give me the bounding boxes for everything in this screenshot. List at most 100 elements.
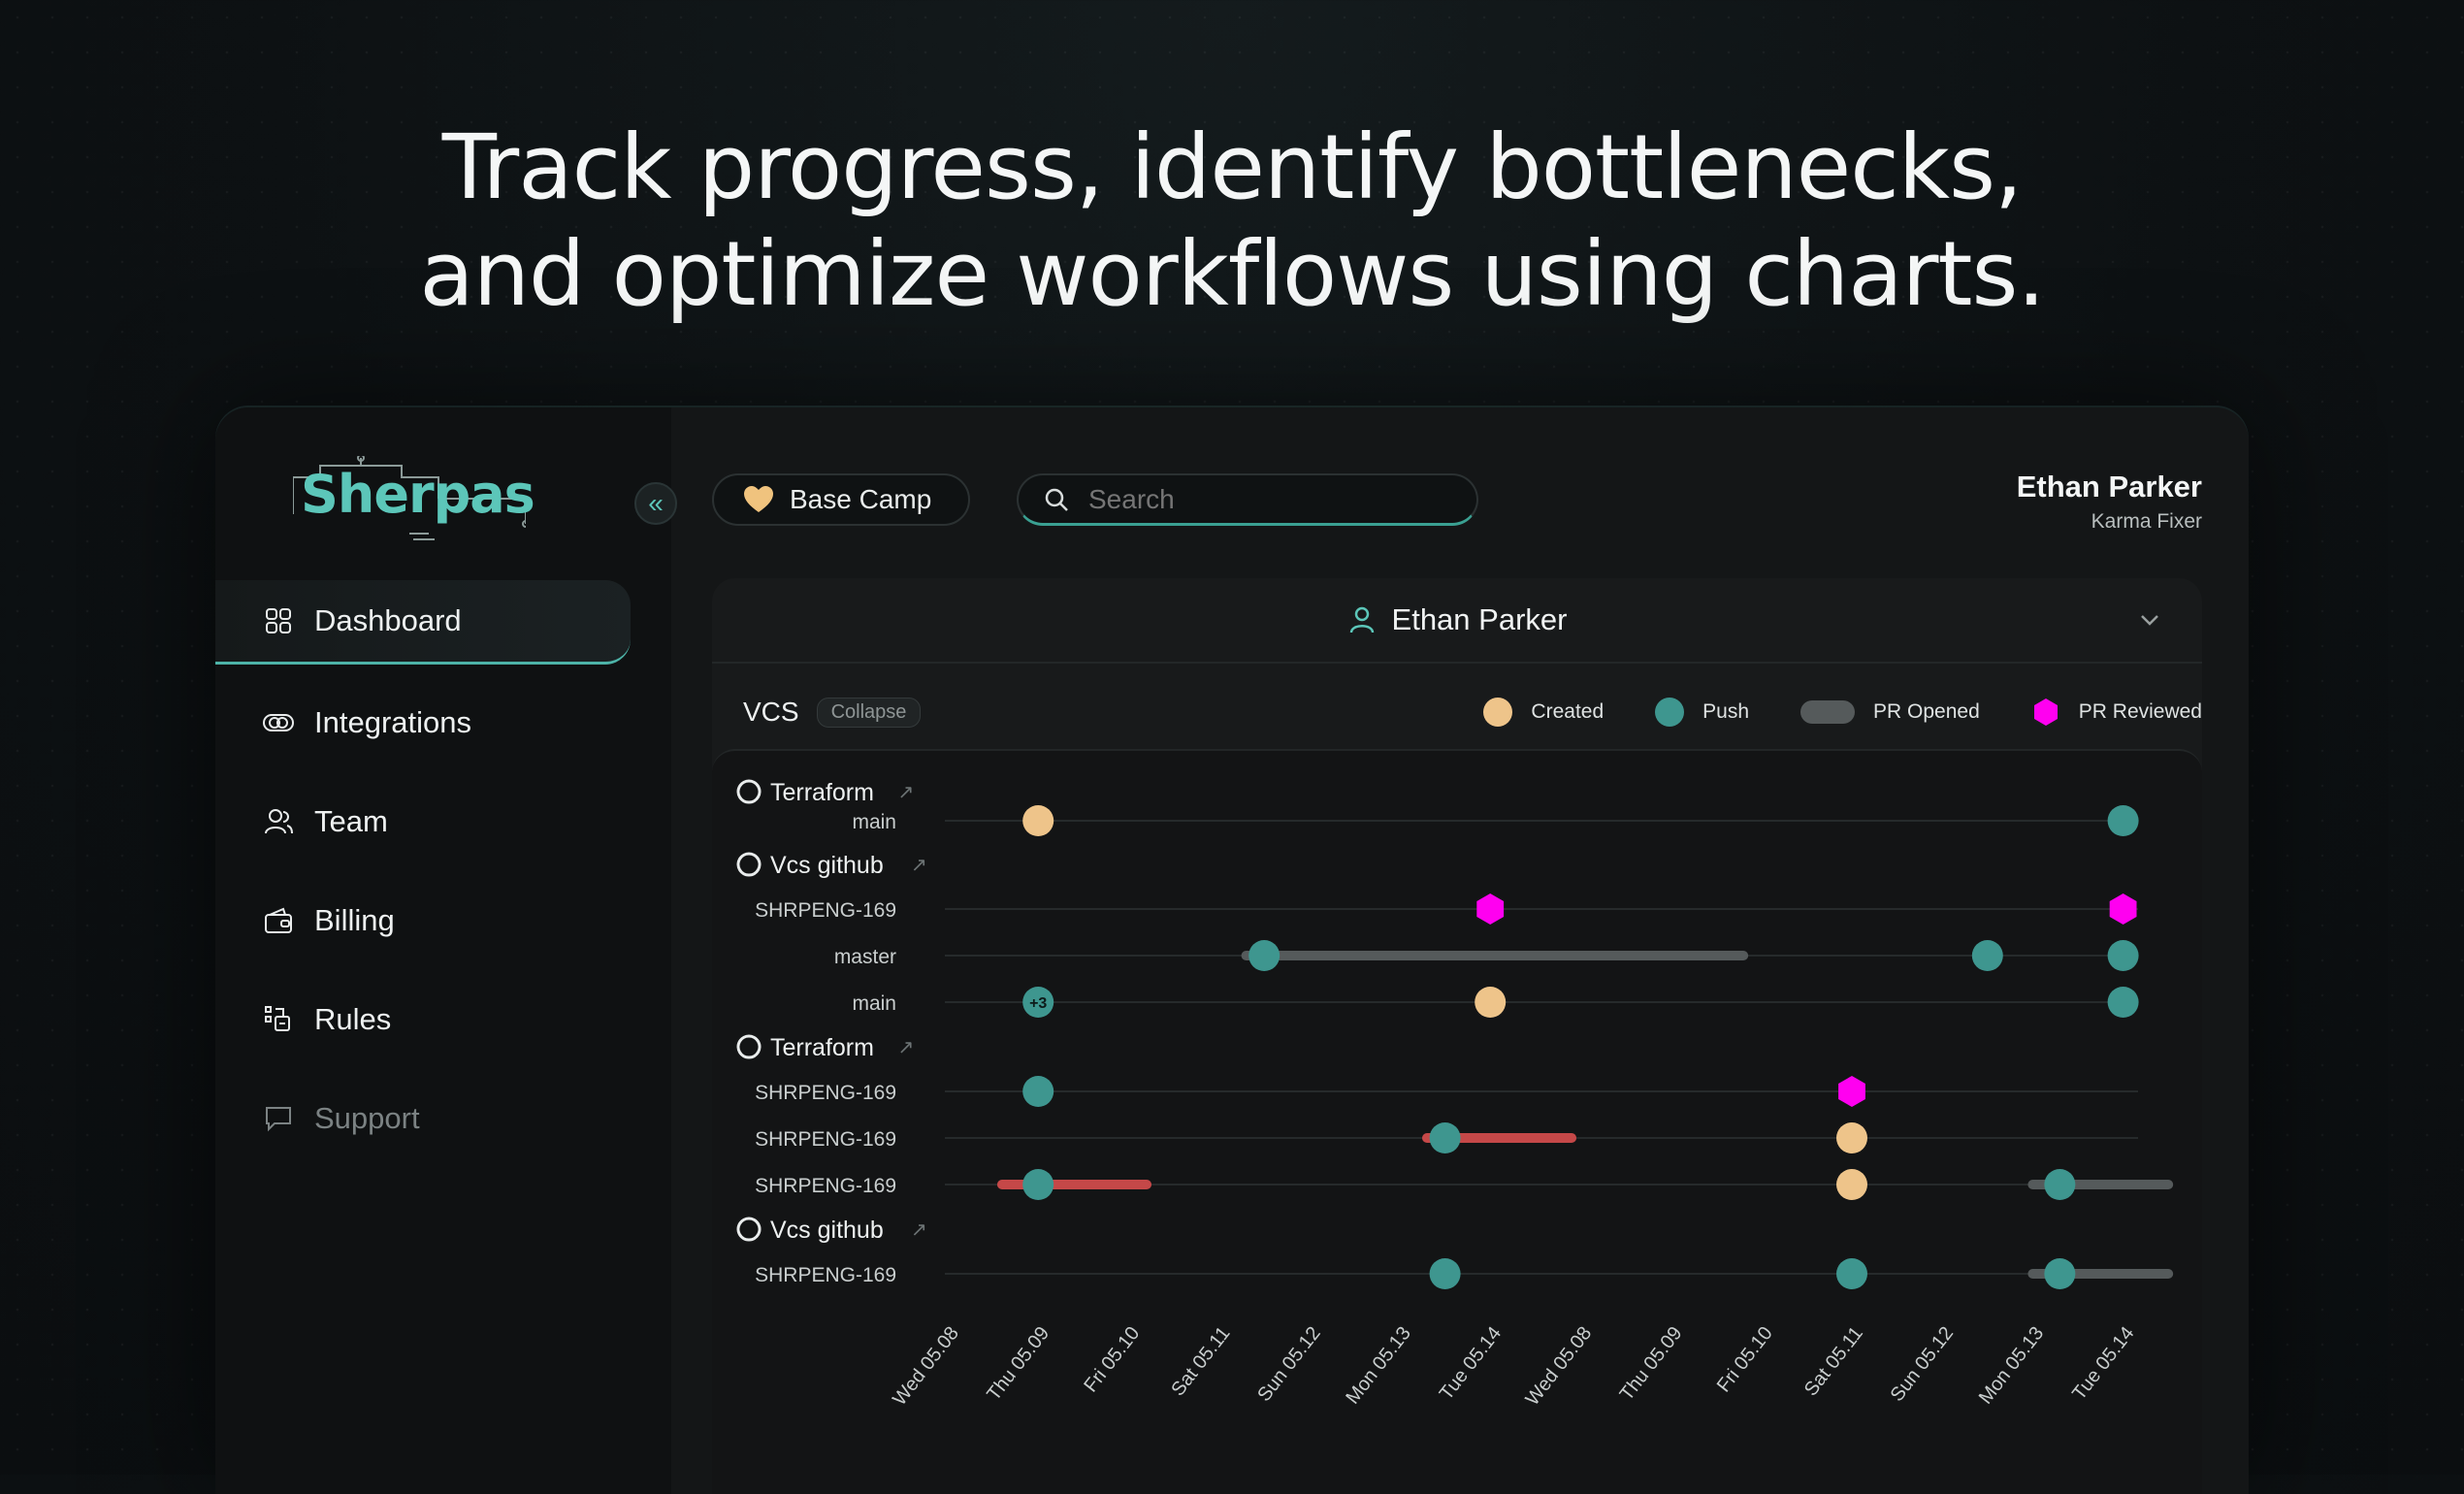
created-point <box>1475 987 1507 1018</box>
repo-label: Terraform <box>770 1034 874 1061</box>
wallet-icon <box>262 904 295 937</box>
branch-label: SHRPENG-169 <box>755 1175 896 1197</box>
base-camp-button[interactable]: Base Camp <box>712 473 970 526</box>
legend-created[interactable]: Created <box>1482 697 1604 728</box>
x-tick-label: Tue 05.14 <box>2068 1323 2138 1405</box>
branch-label: main <box>852 811 896 833</box>
created-point <box>1836 1122 1867 1153</box>
github-icon <box>736 779 762 804</box>
push-point <box>1971 940 2003 971</box>
heart-icon <box>743 486 774 513</box>
user-name: Ethan Parker <box>2016 470 2202 503</box>
user-selector[interactable]: Ethan Parker <box>712 578 2202 664</box>
count-badge: +3 <box>1029 995 1047 1012</box>
headline: Track progress, identify bottlenecks, an… <box>0 114 2464 328</box>
legend-label: PR Reviewed <box>2078 700 2202 723</box>
push-point <box>2107 940 2139 971</box>
logo[interactable]: Sherpas <box>293 456 535 540</box>
x-tick-label: Wed 05.08 <box>889 1323 963 1410</box>
branch-label: SHRPENG-169 <box>755 1264 896 1286</box>
pr-reviewed-point <box>1476 893 1505 925</box>
push-point <box>2107 805 2139 836</box>
external-link-icon: ↗ <box>898 1037 915 1058</box>
x-tick-label: Wed 05.08 <box>1522 1323 1597 1410</box>
sidebar-item-team[interactable]: Team <box>215 781 632 862</box>
x-tick-label: Sun 05.12 <box>1887 1323 1958 1406</box>
sidebar-item-integrations[interactable]: Integrations <box>215 682 632 763</box>
push-point <box>1429 1258 1461 1289</box>
legend-label: PR Opened <box>1873 700 1980 723</box>
sidebar-item-rules[interactable]: Rules <box>215 979 632 1060</box>
search-icon <box>1044 487 1069 512</box>
push-point <box>2107 987 2139 1018</box>
legend-label: Push <box>1702 700 1750 723</box>
collapse-sidebar-button[interactable]: « <box>634 482 677 525</box>
vcs-header: VCS Collapse Created Push PR Opened PR R <box>743 693 2202 731</box>
logo-circuit-icon <box>293 456 526 540</box>
sidebar-item-label: Team <box>314 804 388 838</box>
sidebar-item-label: Dashboard <box>314 603 462 637</box>
sidebar-item-label: Billing <box>314 903 395 937</box>
selected-user-name: Ethan Parker <box>1391 602 1568 636</box>
push-point <box>1836 1258 1867 1289</box>
chat-icon <box>262 1102 295 1135</box>
push-point <box>1022 987 1054 1018</box>
legend-pr-reviewed[interactable]: PR Reviewed <box>2030 697 2202 728</box>
legend-pr-opened[interactable]: PR Opened <box>1799 697 1980 728</box>
base-camp-label: Base Camp <box>790 484 932 514</box>
github-icon <box>736 852 762 877</box>
push-point <box>1022 1076 1054 1107</box>
legend-label: Created <box>1531 700 1605 723</box>
timeline-chart: Terraform ↗ main Vcs github ↗ SHRPENG-169 mast… <box>712 749 2202 1494</box>
rules-icon <box>262 1003 295 1036</box>
github-icon <box>736 1034 762 1059</box>
branch-label: master <box>834 946 896 968</box>
users-icon <box>262 805 295 838</box>
push-swatch-icon <box>1655 698 1685 727</box>
user-role: Karma Fixer <box>2091 510 2202 533</box>
search-input[interactable] <box>1086 482 1440 516</box>
legend-push[interactable]: Push <box>1654 697 1749 728</box>
push-point <box>2044 1258 2076 1289</box>
x-tick-label: Mon 05.13 <box>1342 1323 1415 1409</box>
user-menu[interactable]: Ethan Parker Karma Fixer <box>2017 470 2202 534</box>
sidebar-item-label: Rules <box>314 1002 392 1036</box>
x-tick-label: Sat 05.11 <box>1167 1323 1234 1401</box>
app-window: Sherpas « Dashboard Integrations <box>215 407 2249 1494</box>
created-point <box>1022 805 1054 836</box>
external-link-icon: ↗ <box>898 782 915 803</box>
push-point <box>2044 1169 2076 1200</box>
sidebar-item-dashboard[interactable]: Dashboard <box>215 580 631 665</box>
chart-legend: Created Push PR Opened PR Reviewed <box>1432 693 2202 731</box>
created-point <box>1836 1169 1867 1200</box>
x-tick-label: Thu 05.09 <box>983 1323 1054 1406</box>
collapse-button[interactable]: Collapse <box>816 697 922 728</box>
push-point <box>1022 1169 1054 1200</box>
external-link-icon: ↗ <box>911 855 927 876</box>
chevron-down-icon <box>2140 603 2159 633</box>
sidebar: Sherpas « Dashboard Integrations <box>215 407 677 1494</box>
sidebar-item-support[interactable]: Support <box>215 1078 632 1159</box>
sidebar-item-label: Integrations <box>314 705 471 739</box>
push-point <box>1429 1122 1461 1153</box>
user-icon <box>1347 605 1377 634</box>
pr-reviewed-swatch-icon <box>2033 698 2058 726</box>
x-tick-label: Sat 05.11 <box>1800 1323 1867 1401</box>
double-chevron-left-icon: « <box>648 488 664 518</box>
x-tick-label: Sun 05.12 <box>1253 1323 1324 1406</box>
pr-reviewed-point <box>1838 1076 1865 1107</box>
search-box[interactable] <box>1017 473 1478 526</box>
repo-label: Vcs github <box>770 852 884 879</box>
branch-label: SHRPENG-169 <box>755 899 896 922</box>
repo-label: Vcs github <box>770 1217 884 1244</box>
x-tick-label: Thu 05.09 <box>1616 1323 1687 1406</box>
sidebar-item-billing[interactable]: Billing <box>215 880 632 961</box>
created-swatch-icon <box>1483 698 1513 727</box>
x-tick-label: Fri 05.10 <box>1080 1323 1144 1397</box>
branch-label: main <box>852 992 896 1015</box>
activity-panel: Ethan Parker VCS Collapse Created Push <box>712 578 2202 1494</box>
branch-label: SHRPENG-169 <box>755 1082 896 1104</box>
sidebar-item-label: Support <box>314 1101 420 1135</box>
grid-icon <box>262 604 295 637</box>
